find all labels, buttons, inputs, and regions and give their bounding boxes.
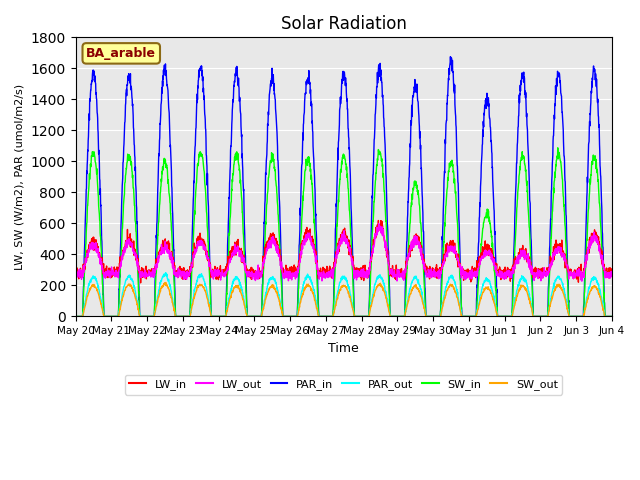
SW_out [561,295,568,301]
SW_in [72,313,79,319]
LW_out [561,253,568,259]
SW_in [359,313,367,319]
Line: SW_in: SW_in [76,148,612,316]
Y-axis label: LW, SW (W/m2), PAR (umol/m2/s): LW, SW (W/m2), PAR (umol/m2/s) [15,84,25,270]
SW_in [561,218,568,224]
SW_out [221,313,229,319]
PAR_out [371,281,379,287]
LW_in [608,268,616,274]
SW_out [360,313,367,319]
LW_out [371,238,378,244]
PAR_in [576,313,584,319]
SW_out [500,313,508,319]
LW_in [221,266,229,272]
Text: BA_arable: BA_arable [86,47,156,60]
PAR_out [500,313,508,319]
Line: PAR_out: PAR_out [76,273,612,316]
LW_out [72,274,79,280]
LW_out [578,278,586,284]
SW_out [371,288,379,294]
LW_out [500,274,508,279]
SW_in [554,145,562,151]
SW_out [576,313,584,319]
Line: SW_out: SW_out [76,283,612,316]
LW_out [576,271,584,277]
X-axis label: Time: Time [328,342,359,355]
LW_in [137,280,145,286]
Line: LW_out: LW_out [76,223,612,281]
LW_out [359,274,367,279]
LW_in [500,273,508,278]
LW_in [576,267,584,273]
SW_out [72,313,79,319]
PAR_in [561,171,568,177]
SW_in [576,313,584,319]
SW_in [608,313,616,319]
PAR_in [359,313,367,319]
SW_in [221,313,229,319]
PAR_in [500,313,508,319]
SW_out [162,280,170,286]
PAR_out [576,313,584,319]
LW_out [375,220,383,226]
SW_in [500,313,508,319]
PAR_out [561,290,568,296]
PAR_in [447,54,454,60]
PAR_out [72,313,79,319]
PAR_in [371,131,378,136]
Line: PAR_in: PAR_in [76,57,612,316]
LW_in [561,253,569,259]
PAR_out [162,270,170,276]
PAR_out [608,313,616,319]
LW_out [608,272,616,278]
SW_in [371,191,378,196]
LW_in [371,234,379,240]
SW_out [608,313,616,319]
Title: Solar Radiation: Solar Radiation [281,15,406,33]
PAR_in [221,313,229,319]
LW_in [374,217,382,223]
LW_in [72,268,79,274]
PAR_in [72,313,79,319]
LW_out [221,269,229,275]
PAR_in [608,313,616,319]
PAR_out [360,313,367,319]
Line: LW_in: LW_in [76,220,612,283]
LW_in [360,267,367,273]
PAR_out [221,313,229,319]
Legend: LW_in, LW_out, PAR_in, PAR_out, SW_in, SW_out: LW_in, LW_out, PAR_in, PAR_out, SW_in, S… [125,375,563,395]
